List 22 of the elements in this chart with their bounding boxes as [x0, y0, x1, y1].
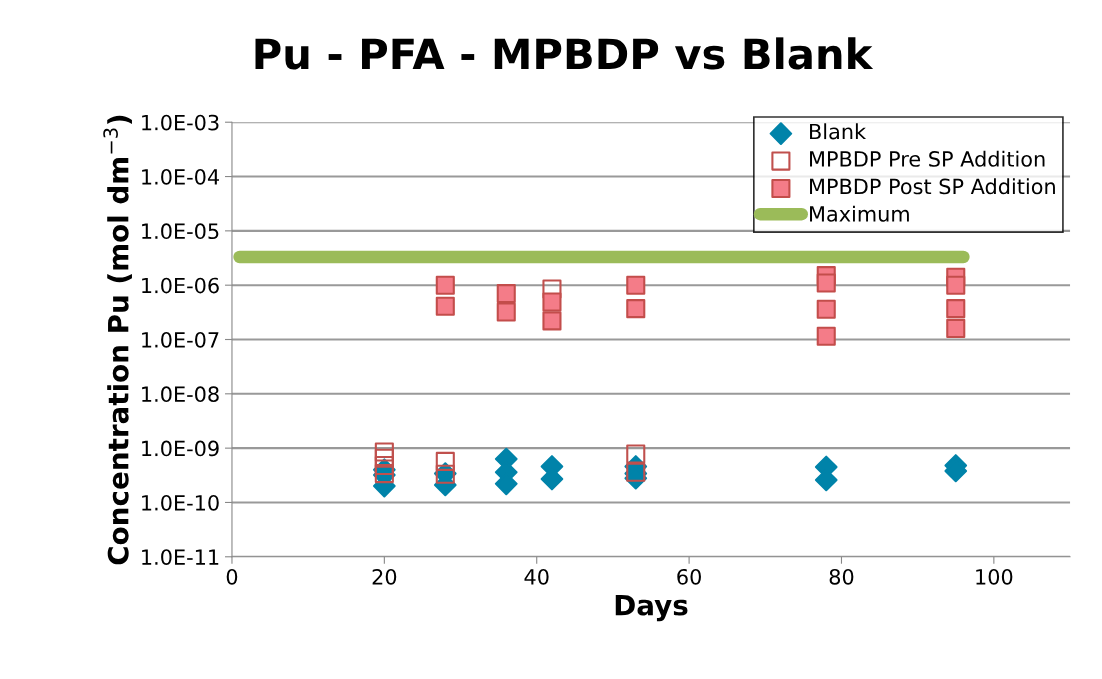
x-tick-label: 20 [372, 568, 397, 585]
x-tick-label: 40 [524, 568, 549, 585]
y-tick-label: 1.0E-11 [142, 549, 219, 565]
y-tick-label: 1.0E-07 [142, 331, 219, 348]
legend-label: MPBDP Post SP Addition [810, 178, 1055, 195]
legend-label: Blank [810, 123, 867, 140]
chart-title: Pu - PFA - MPBDP vs Blank [255, 37, 874, 70]
y-tick-label: 1.0E-03 [142, 114, 219, 131]
y-tick-label: 1.0E-08 [142, 386, 219, 403]
x-tick-label: 60 [677, 568, 701, 585]
y-tick-label: 1.0E-04 [142, 168, 219, 185]
y-tick-label: 1.0E-10 [142, 494, 219, 511]
x-tick-label: 0 [226, 568, 238, 585]
x-tick-label: 100 [976, 568, 1013, 585]
y-tick-label: 1.0E-09 [142, 440, 219, 457]
y-axis-title: Concentration Pu (mol dm$^{−3}$) [103, 115, 132, 565]
legend-label: MPBDP Pre SP Addition [810, 150, 1045, 167]
x-tick-label: 80 [829, 568, 854, 585]
y-tick-label: 1.0E-05 [142, 223, 219, 240]
x-axis-title: Days [615, 594, 688, 622]
legend-label: Maximum [810, 205, 909, 222]
y-tick-label: 1.0E-06 [142, 277, 219, 294]
